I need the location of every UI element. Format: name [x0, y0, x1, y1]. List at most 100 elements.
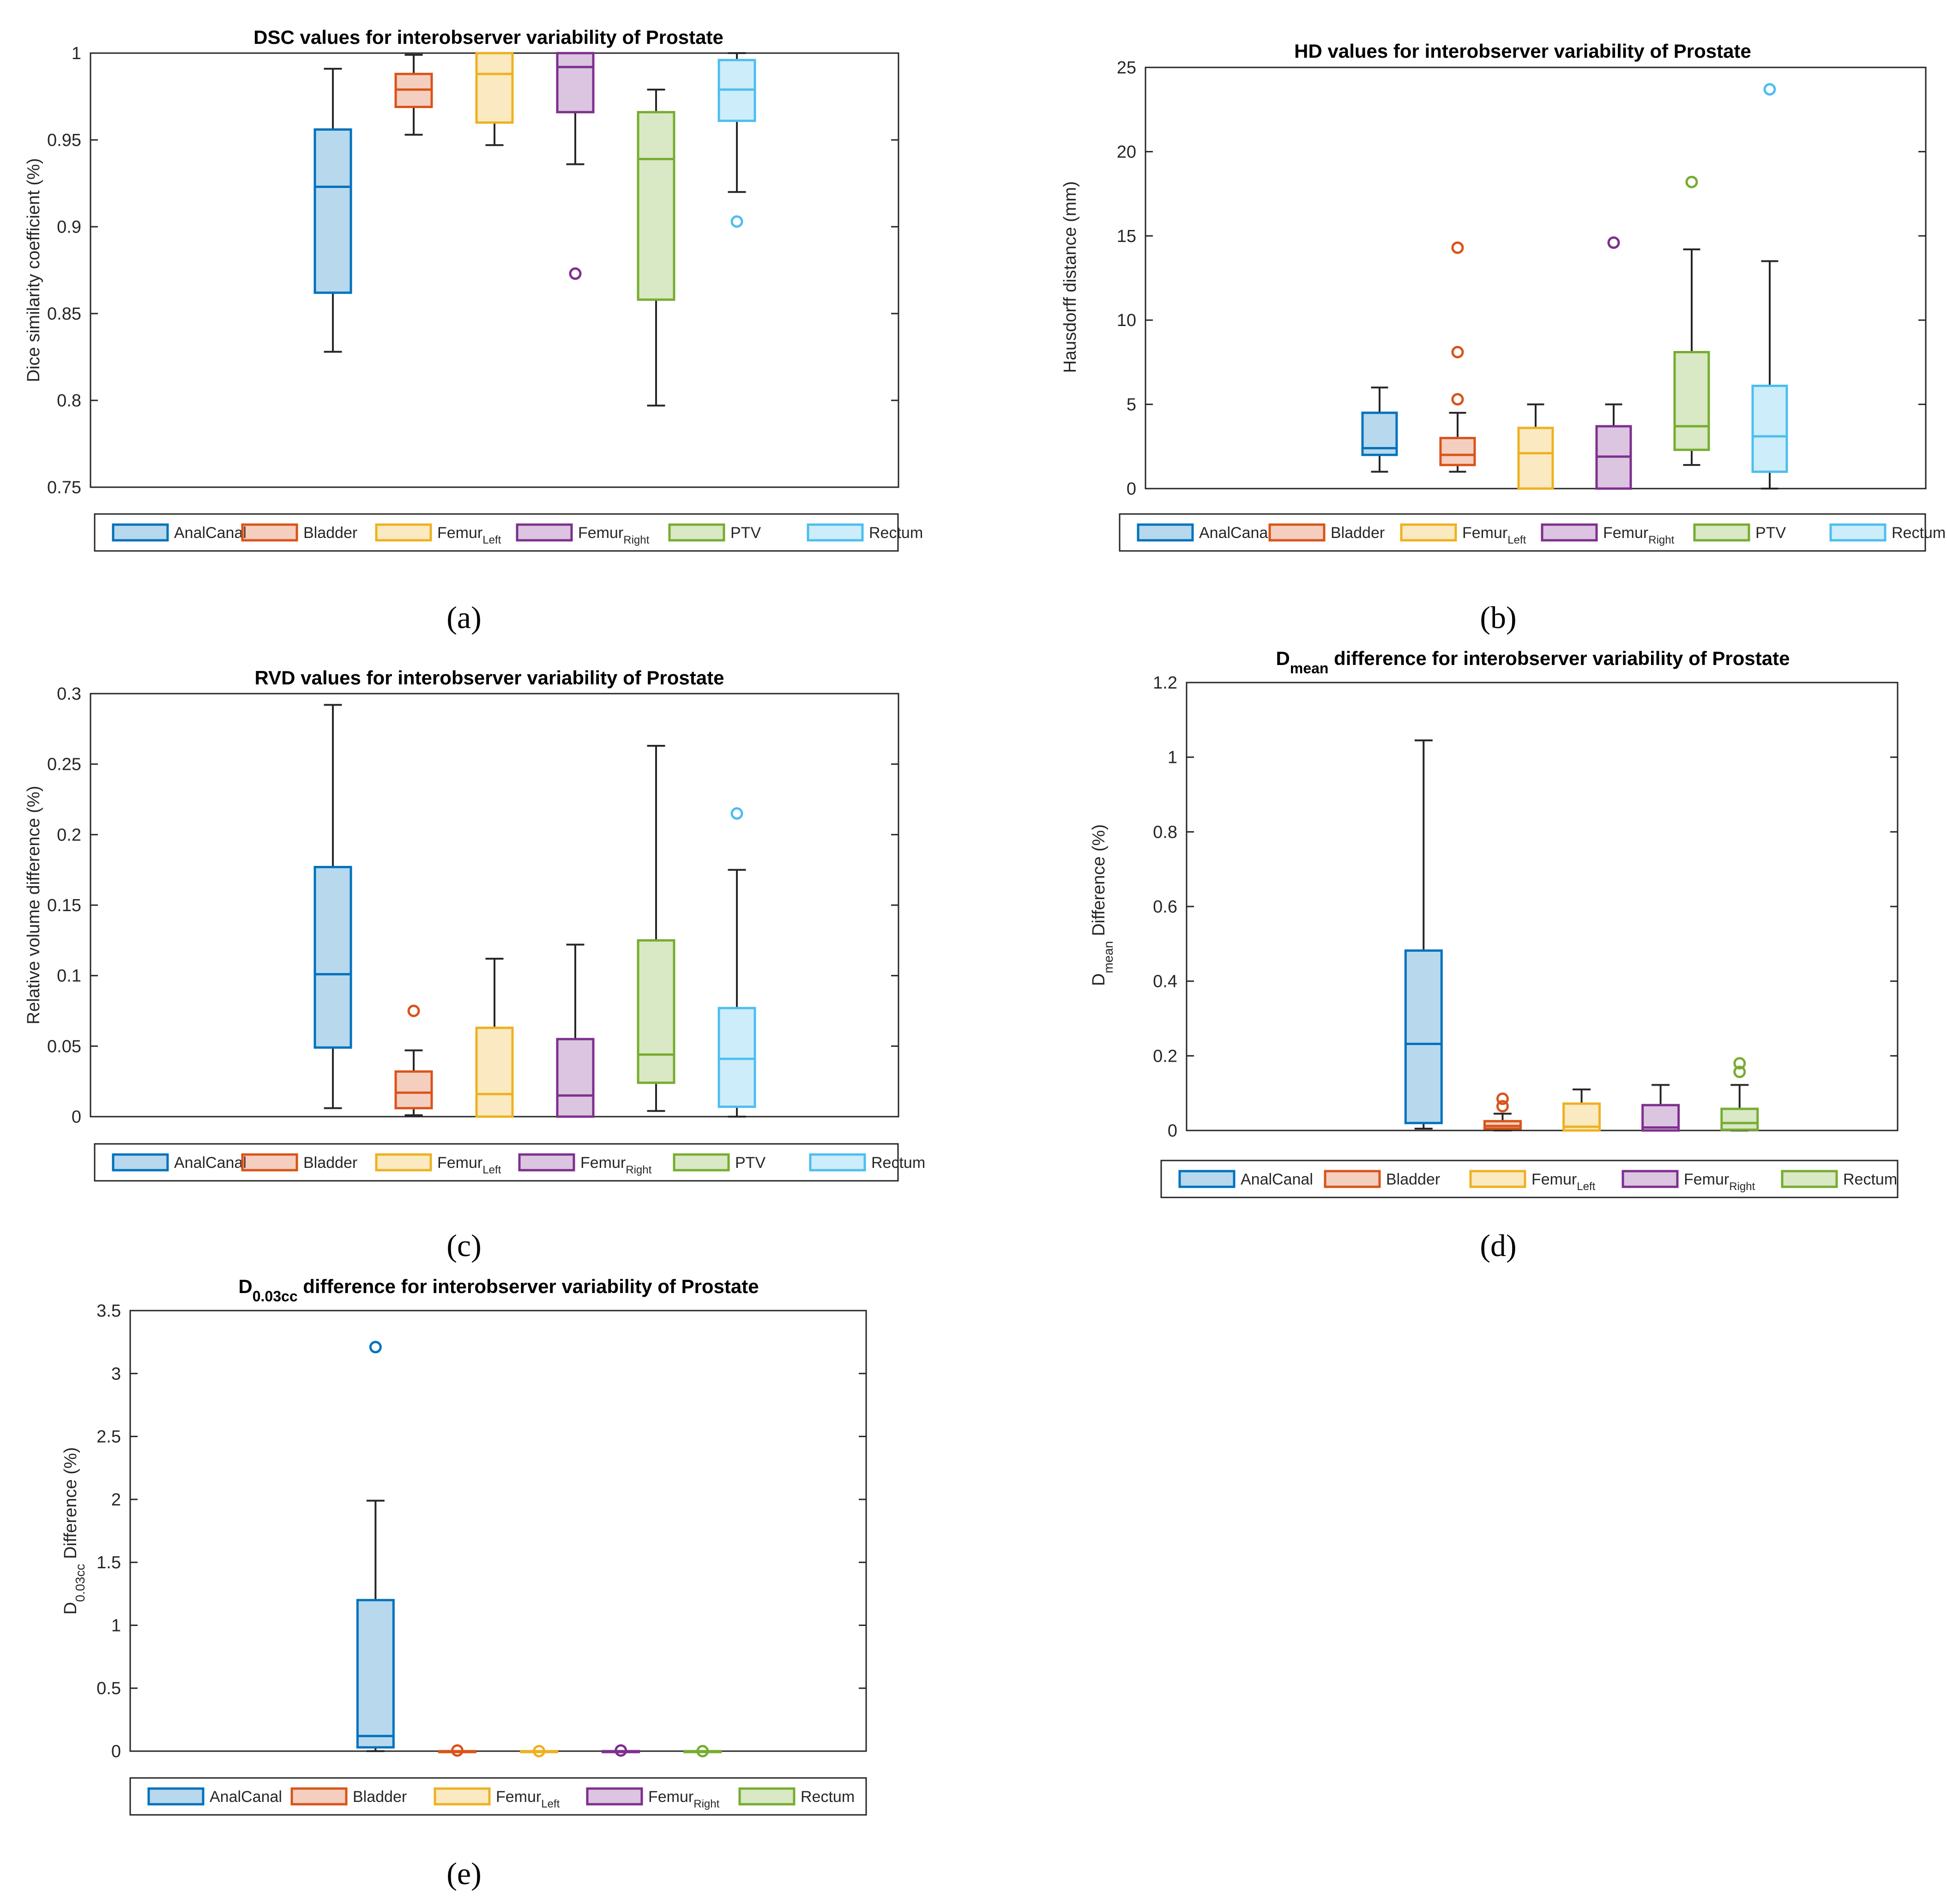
- legend-label-analcanal: AnalCanal: [174, 1154, 247, 1172]
- iqr-box: [1517, 427, 1554, 490]
- y-tick-label: 0.15: [47, 896, 81, 915]
- legend-swatch-bladder: [241, 523, 298, 542]
- y-axis-ticks: 0 0.05 0.1 0.15 0.2 0.25 0.3: [47, 684, 898, 1127]
- chart-title: DSC values for interobserver variability…: [253, 26, 723, 48]
- y-axis-ticks: 0 0.5 1 1.5 2 2.5 3 3.5: [96, 1301, 866, 1761]
- y-axis-label: Dice similarity coefficient (%): [24, 158, 43, 382]
- legend-label-femurright: FemurRight: [1603, 524, 1675, 546]
- iqr-box: [556, 52, 595, 114]
- outlier-point: [1451, 393, 1464, 406]
- panel-label: (d): [1480, 1228, 1516, 1263]
- iqr-box: [1641, 1104, 1680, 1132]
- chart-title: HD values for interobserver variability …: [1294, 40, 1751, 62]
- legend-label-analcanal: AnalCanal: [174, 524, 247, 542]
- y-tick-label: 5: [1127, 395, 1136, 415]
- legend: AnalCanal Bladder FemurLeft FemurRight PTV Re…: [1119, 513, 1946, 552]
- y-axis-label: Hausdorff distance (mm): [1061, 181, 1080, 373]
- plot-area: [90, 693, 899, 1118]
- y-tick-label: 0.8: [1153, 822, 1177, 842]
- panel-c: RVD values for interobserver variability…: [24, 667, 925, 1263]
- outlier-point: [1451, 241, 1464, 254]
- outlier-point: [696, 1745, 709, 1758]
- legend: AnalCanal Bladder FemurLeft FemurRight Rectu…: [1160, 1160, 1899, 1198]
- panel-d: Dmean difference for interobserver varia…: [1089, 647, 1899, 1263]
- legend-swatch-ptv: [673, 1153, 730, 1172]
- y-tick-label: 25: [1117, 58, 1136, 78]
- legend-swatch-ptv: [668, 523, 725, 542]
- legend-label-bladder: Bladder: [303, 524, 357, 542]
- y-tick-label: 0.25: [47, 755, 81, 774]
- legend-label-femurleft: FemurLeft: [1531, 1171, 1596, 1193]
- iqr-box: [556, 1038, 595, 1118]
- legend-swatch-bladder: [241, 1153, 298, 1172]
- legend-swatch-femurright: [516, 523, 573, 542]
- boxplots: [313, 52, 756, 407]
- y-tick-label: 0: [1168, 1121, 1177, 1141]
- legend-label-femurleft: FemurLeft: [1462, 524, 1526, 546]
- boxplot-femurleft: [1517, 403, 1554, 490]
- y-tick-label: 1: [72, 44, 81, 63]
- legend-swatch-femurright: [518, 1153, 575, 1172]
- y-tick-label: 0: [72, 1107, 81, 1127]
- legend-label-ptv: PTV: [1755, 524, 1786, 542]
- boxplot-femurright: [1595, 236, 1632, 490]
- legend-swatch-analcanal: [147, 1787, 205, 1806]
- title-base: D: [1276, 647, 1290, 669]
- legend-swatch-bladder: [290, 1787, 348, 1806]
- boxplot-ptv: [637, 88, 675, 407]
- y-tick-label: 15: [1117, 227, 1136, 246]
- boxplot-analcanal: [1404, 739, 1443, 1130]
- panel-label: (c): [446, 1228, 481, 1263]
- panel-e: D0.03cc difference for interobserver var…: [61, 1275, 867, 1891]
- ylabel-base: D: [61, 1602, 80, 1614]
- outlier-point: [533, 1745, 546, 1758]
- chart-title: D0.03cc difference for interobserver var…: [238, 1275, 759, 1305]
- iqr-box: [394, 1070, 433, 1110]
- y-axis-ticks: 0 5 10 15 20 25: [1117, 58, 1926, 499]
- legend: AnalCanal Bladder FemurLeft FemurRight PTV Re…: [94, 1143, 925, 1182]
- legend-label-femurright: FemurRight: [580, 1154, 652, 1176]
- legend-frame: [94, 513, 899, 552]
- boxplot-rectum: [1751, 83, 1788, 490]
- legend-label-rectum: Rectum: [801, 1788, 855, 1806]
- boxplot-bladder: [394, 1004, 433, 1116]
- legend-label-ptv: PTV: [730, 524, 761, 542]
- y-tick-label: 0.05: [47, 1037, 81, 1056]
- boxplot-analcanal: [1361, 387, 1398, 473]
- y-tick-label: 0.85: [47, 304, 81, 324]
- legend-swatch-analcanal: [1137, 523, 1194, 542]
- outlier-point: [569, 267, 582, 280]
- ylabel-sub: mean: [1101, 941, 1115, 973]
- y-axis-ticks: 0.75 0.8 0.85 0.9 0.95 1: [47, 44, 898, 497]
- ylabel-sub: 0.03cc: [73, 1564, 87, 1602]
- y-tick-label: 1: [111, 1616, 121, 1635]
- boxplot-femurright: [556, 943, 595, 1118]
- iqr-box: [1720, 1107, 1759, 1131]
- iqr-box: [637, 939, 675, 1084]
- boxplot-analcanal: [313, 67, 352, 353]
- y-tick-label: 1.5: [96, 1553, 121, 1572]
- outlier-point: [1685, 175, 1698, 188]
- y-tick-label: 0.2: [1153, 1046, 1177, 1066]
- boxplot-femurright: [602, 1744, 640, 1757]
- legend-frame: [129, 1777, 867, 1816]
- boxplot-femurright: [556, 52, 595, 280]
- plot-area: [129, 1310, 867, 1752]
- outlier-point: [730, 807, 743, 820]
- boxplot-bladder: [1439, 241, 1476, 473]
- legend-swatch-femurright: [1541, 523, 1598, 542]
- boxplots: [1404, 739, 1759, 1132]
- legend-swatch-analcanal: [1178, 1170, 1236, 1188]
- legend-frame: [94, 1143, 899, 1182]
- legend-label-ptv: PTV: [735, 1154, 766, 1172]
- iqr-box: [356, 1599, 395, 1749]
- ylabel-rest: Difference (%): [61, 1447, 80, 1564]
- title-sub: mean: [1290, 660, 1329, 677]
- outlier-point: [1451, 346, 1464, 359]
- outlier-point: [1496, 1100, 1509, 1112]
- legend-swatch-rectum: [738, 1787, 796, 1806]
- outlier-point: [615, 1744, 627, 1757]
- title-sub: 0.03cc: [253, 1288, 298, 1305]
- outlier-point: [1733, 1065, 1746, 1078]
- y-tick-label: 0.8: [57, 391, 81, 411]
